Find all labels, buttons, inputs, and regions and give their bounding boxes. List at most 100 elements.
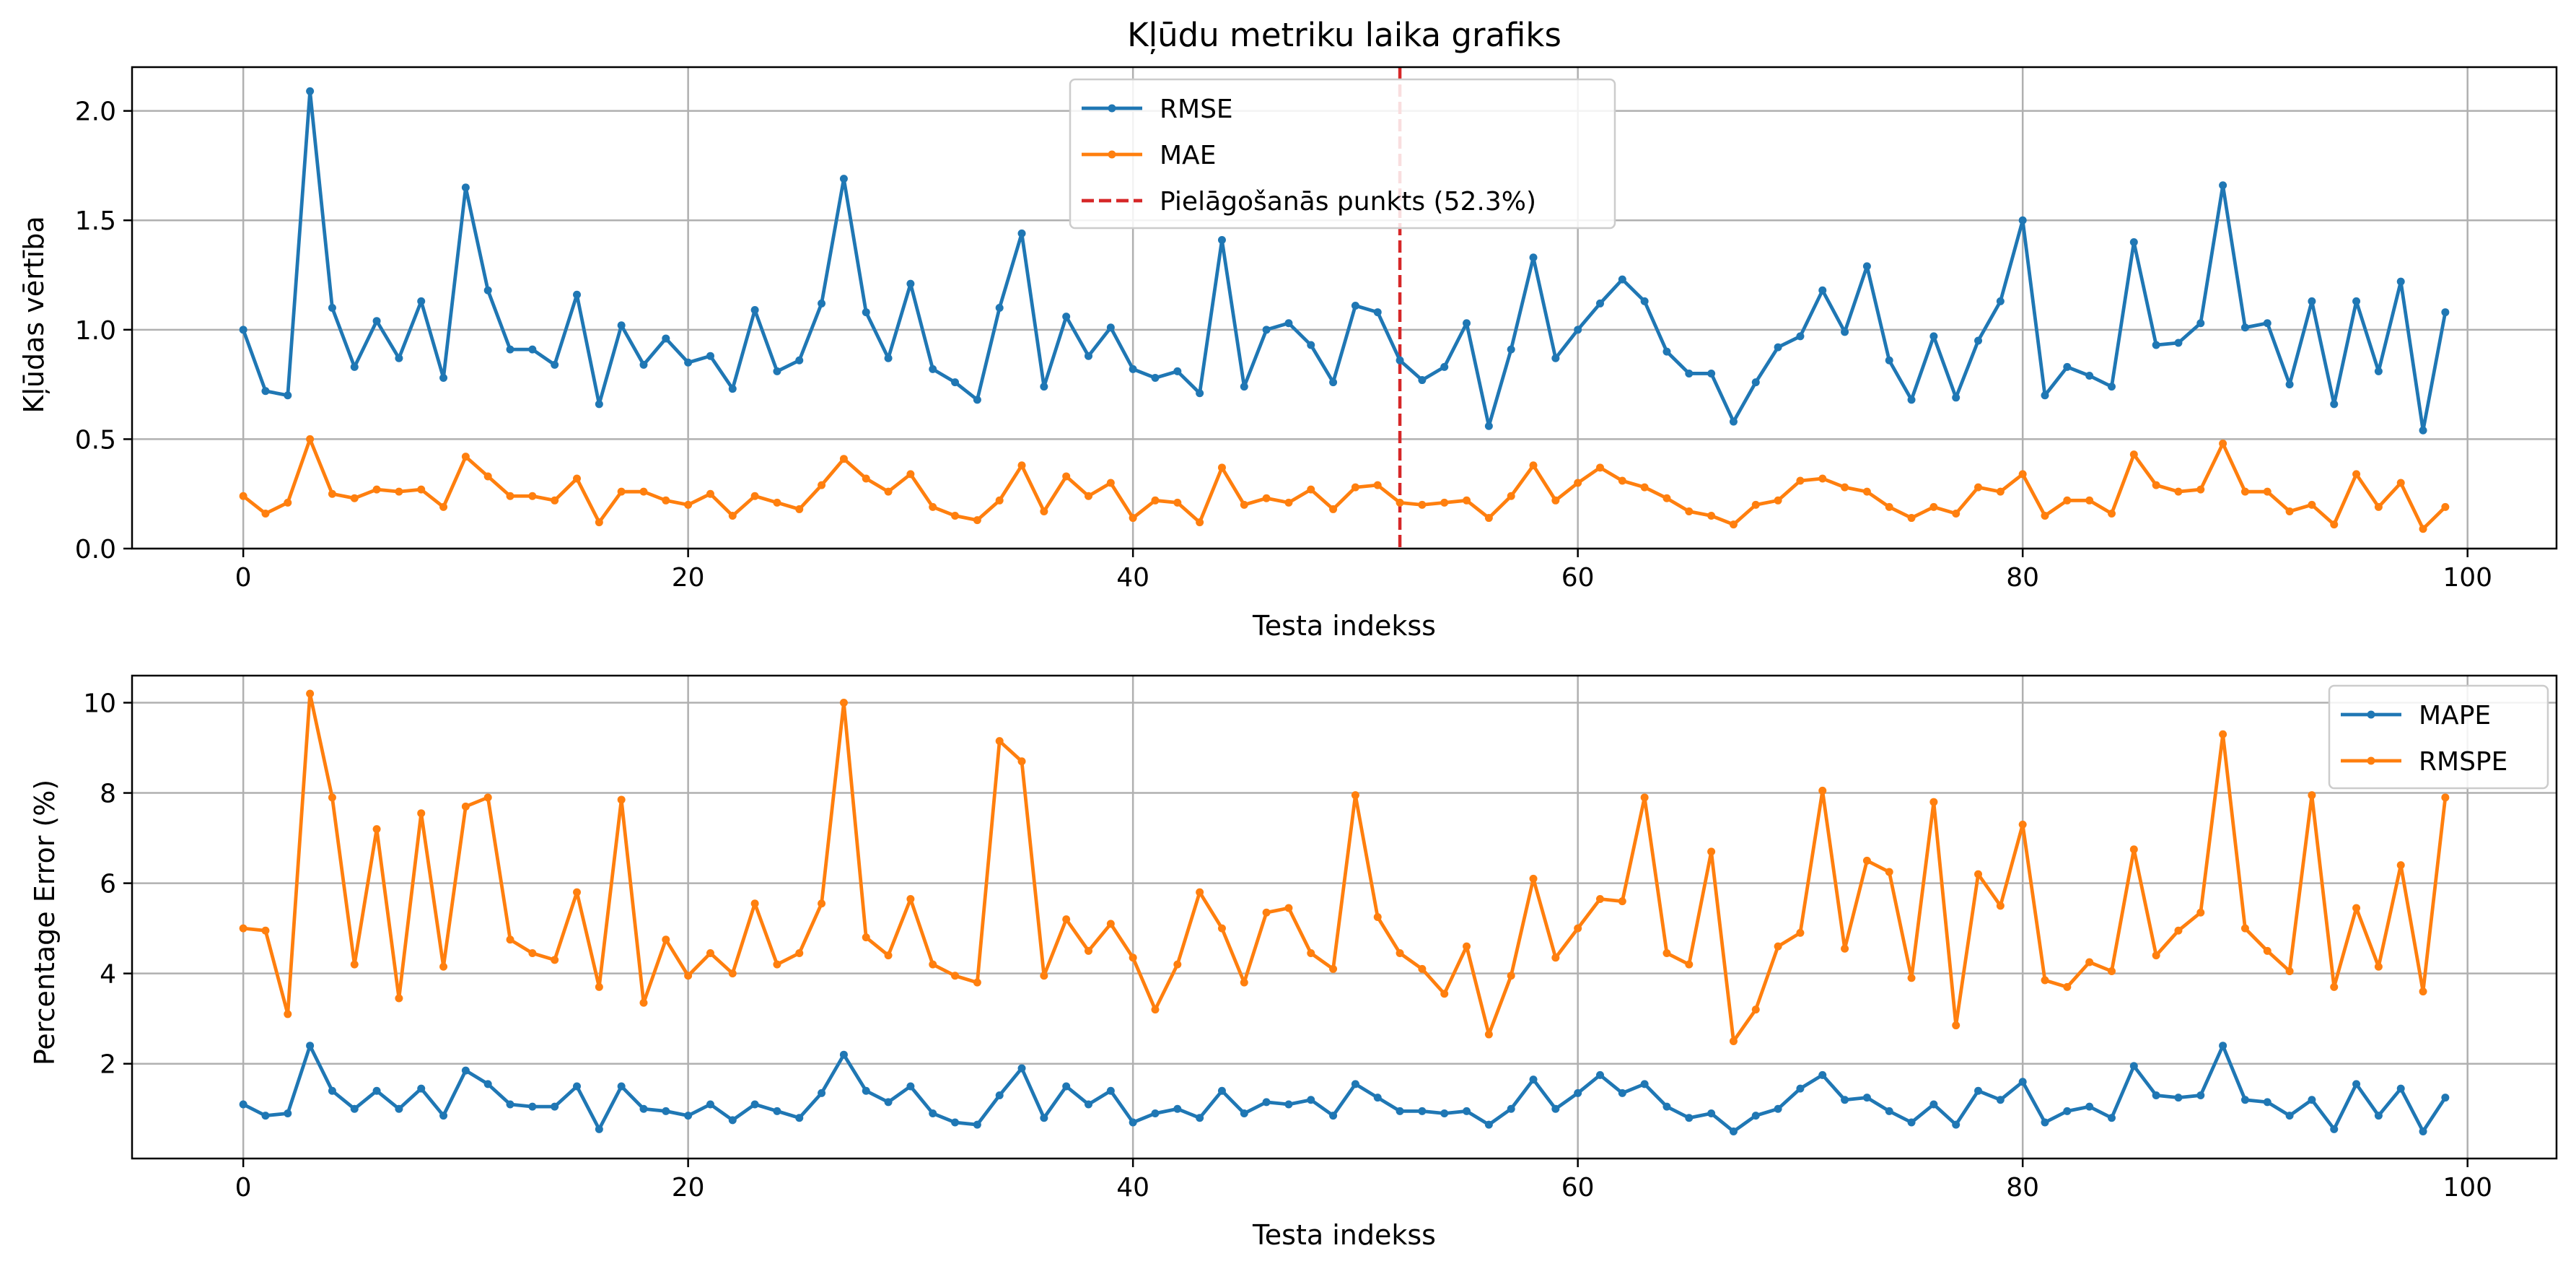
data-point-mape	[1017, 1064, 1026, 1073]
x-tick-label: 60	[1561, 1173, 1595, 1203]
data-point-rmspe	[1885, 868, 1893, 876]
data-point-rmspe	[528, 949, 537, 958]
data-point-mape	[395, 1104, 403, 1113]
data-point-mape	[2374, 1112, 2383, 1120]
data-point-rmspe	[2396, 861, 2405, 870]
data-point-mae	[1907, 514, 1916, 523]
y-tick-label: 1.0	[75, 316, 116, 346]
error-metrics-chart: Kļūdu metriku laika grafiks 0 20 40 60 80 100…	[18, 16, 2558, 642]
data-point-rmse	[306, 87, 315, 95]
data-point-rmse	[1463, 319, 1471, 328]
data-point-mape	[839, 1050, 848, 1059]
data-point-mape	[750, 1100, 759, 1109]
data-point-rmse	[2129, 238, 2138, 247]
data-point-mape	[2196, 1091, 2205, 1099]
series-line-rmspe	[242, 691, 2448, 1043]
data-point-mae	[528, 492, 537, 500]
data-point-mape	[1507, 1104, 1515, 1113]
data-point-mae	[1707, 512, 1716, 520]
legend-marker	[2367, 710, 2375, 719]
data-point-mae	[1662, 494, 1671, 502]
data-point-mae	[1284, 498, 1293, 507]
data-point-rmse	[1574, 326, 1582, 334]
data-point-mape	[1796, 1084, 1805, 1093]
data-point-mae	[951, 512, 960, 520]
y-tick-label: 6	[100, 870, 116, 899]
data-point-rmspe	[1974, 870, 1983, 878]
data-point-mape	[1595, 1070, 1604, 1079]
data-point-rmse	[795, 356, 804, 365]
data-point-rmspe	[1463, 942, 1471, 951]
data-point-mae	[1729, 520, 1738, 529]
legend-label: MAE	[1160, 141, 1216, 170]
data-point-mape	[1818, 1070, 1827, 1079]
data-point-rmse	[1217, 236, 1226, 245]
data-point-mape	[929, 1109, 937, 1117]
data-point-rmse	[1396, 356, 1404, 365]
data-point-mae	[1595, 463, 1604, 472]
data-point-mae	[1885, 502, 1893, 511]
data-point-rmse	[750, 306, 759, 315]
data-point-mape	[1240, 1109, 1248, 1117]
data-point-mape	[1618, 1088, 1626, 1097]
x-tick-label: 60	[1561, 563, 1595, 593]
data-point-mae	[1507, 492, 1515, 500]
x-tick-label: 80	[2006, 1173, 2039, 1203]
data-point-rmse	[1129, 365, 1137, 373]
data-point-mae	[2285, 507, 2294, 515]
data-point-mape	[1707, 1109, 1716, 1117]
data-point-mape	[1329, 1112, 1338, 1120]
percentage-error-chart: 0 20 40 60 80 100 2 4 6 8 10 Testa indekss Percent…	[29, 674, 2558, 1251]
data-point-mae	[1396, 498, 1404, 507]
data-point-rmse	[1929, 332, 1938, 341]
data-point-mae	[1818, 474, 1827, 483]
data-point-mape	[1484, 1120, 1493, 1129]
data-point-mape	[951, 1118, 960, 1127]
data-point-rmspe	[2152, 951, 2160, 960]
data-point-mae	[1751, 500, 1760, 509]
data-point-rmspe	[1774, 942, 1782, 951]
data-point-mae	[2129, 450, 2138, 459]
data-point-mae	[1307, 485, 1315, 494]
data-point-mape	[551, 1102, 559, 1111]
data-point-mae	[995, 496, 1004, 505]
data-point-rmse	[951, 378, 960, 387]
data-point-rmse	[1240, 383, 1248, 391]
legend-label: Pielāgošanās punkts (52.3%)	[1160, 187, 1536, 217]
data-point-rmspe	[1196, 888, 1204, 896]
data-point-mape	[973, 1120, 981, 1129]
data-point-mape	[1085, 1100, 1093, 1109]
data-point-mae	[706, 489, 714, 498]
data-point-rmse	[328, 304, 336, 312]
data-point-mae	[617, 487, 626, 496]
data-point-mape	[1952, 1120, 1961, 1129]
data-point-rmse	[2063, 362, 2072, 371]
data-point-rmspe	[706, 949, 714, 958]
data-point-mape	[1751, 1112, 1760, 1120]
data-point-rmspe	[551, 956, 559, 964]
data-point-rmspe	[239, 924, 247, 933]
data-point-rmse	[662, 334, 670, 343]
data-point-mae	[2330, 520, 2339, 529]
data-point-mae	[372, 485, 381, 494]
data-point-mape	[1551, 1104, 1560, 1113]
data-point-mae	[639, 487, 648, 496]
data-point-rmse	[483, 286, 492, 294]
data-point-rmse	[1974, 336, 1983, 345]
data-point-rmse	[528, 345, 537, 354]
data-point-rmse	[395, 354, 403, 362]
data-point-mae	[1196, 518, 1204, 527]
data-point-rmspe	[1507, 972, 1515, 980]
data-point-rmse	[2174, 339, 2183, 347]
data-point-rmse	[884, 354, 893, 362]
data-point-rmse	[2263, 319, 2271, 328]
data-point-mape	[261, 1112, 270, 1120]
data-point-mape	[1373, 1094, 1382, 1102]
data-point-mape	[1729, 1127, 1738, 1135]
data-point-rmse	[1307, 341, 1315, 349]
data-point-mape	[1396, 1107, 1404, 1115]
data-point-rmspe	[2419, 987, 2427, 996]
data-point-mape	[1574, 1088, 1582, 1097]
data-point-mape	[1129, 1118, 1137, 1127]
data-point-rmspe	[461, 802, 470, 811]
